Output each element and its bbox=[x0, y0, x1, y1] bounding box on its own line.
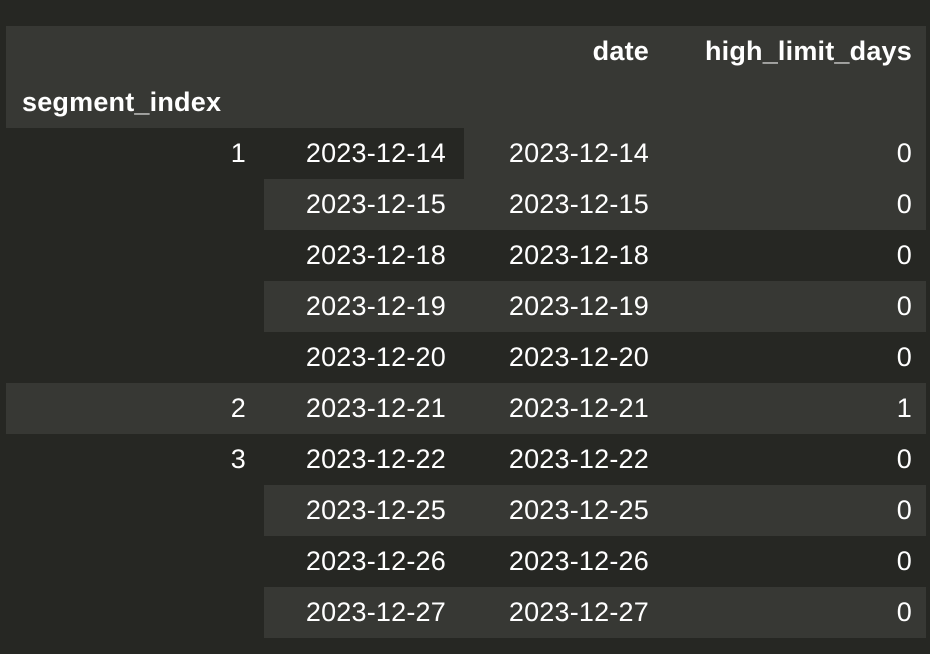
column-header-row: date high_limit_days bbox=[6, 26, 926, 77]
high-limit-days-cell: 0 bbox=[663, 179, 926, 230]
date-index-cell: 2023-12-14 bbox=[305, 138, 446, 168]
high-limit-days-cell: 0 bbox=[663, 128, 926, 179]
date-cell: 2023-12-21 bbox=[464, 383, 663, 434]
index-name-blank-level bbox=[264, 77, 464, 128]
segment-index-cell bbox=[6, 536, 264, 587]
high-limit-days-cell: 0 bbox=[663, 281, 926, 332]
high-limit-days-cell: 0 bbox=[663, 485, 926, 536]
date-cell: 2023-12-22 bbox=[508, 444, 649, 474]
high-limit-days-cell: 0 bbox=[896, 444, 912, 474]
high-limit-days-cell: 0 bbox=[896, 342, 912, 372]
date-cell: 2023-12-18 bbox=[508, 240, 649, 270]
date-index-cell: 2023-12-26 bbox=[305, 546, 446, 576]
index-name-row: segment_index bbox=[6, 77, 926, 128]
segment-index-cell bbox=[6, 332, 264, 383]
date-index-cell: 2023-12-21 bbox=[264, 383, 464, 434]
date-cell: 2023-12-27 bbox=[464, 587, 663, 638]
date-index-cell: 2023-12-18 bbox=[305, 240, 446, 270]
dataframe-table: date high_limit_days segment_index 1 202… bbox=[6, 26, 926, 638]
table-row: 2023-12-19 2023-12-19 0 bbox=[6, 281, 926, 332]
segment-index-cell bbox=[6, 587, 264, 638]
high-limit-days-cell: 0 bbox=[896, 240, 912, 270]
segment-index-cell bbox=[6, 179, 264, 230]
index-name-blank-date bbox=[464, 77, 663, 128]
date-cell: 2023-12-20 bbox=[508, 342, 649, 372]
date-cell: 2023-12-15 bbox=[464, 179, 663, 230]
date-index-cell: 2023-12-25 bbox=[264, 485, 464, 536]
date-cell: 2023-12-14 bbox=[464, 128, 663, 179]
date-cell: 2023-12-26 bbox=[508, 546, 649, 576]
table-row: 2023-12-18 2023-12-18 0 bbox=[6, 230, 926, 281]
table-row: 2023-12-25 2023-12-25 0 bbox=[6, 485, 926, 536]
index-name-blank-hl bbox=[663, 77, 926, 128]
table-row: 2023-12-26 2023-12-26 0 bbox=[6, 536, 926, 587]
date-index-cell: 2023-12-19 bbox=[264, 281, 464, 332]
header-blank-index bbox=[6, 26, 264, 77]
date-index-cell: 2023-12-20 bbox=[305, 342, 446, 372]
segment-index-cell bbox=[6, 281, 264, 332]
segment-index-cell: 2 bbox=[6, 383, 264, 434]
date-cell: 2023-12-19 bbox=[464, 281, 663, 332]
table-row: 2023-12-15 2023-12-15 0 bbox=[6, 179, 926, 230]
segment-index-cell: 1 bbox=[6, 128, 264, 179]
date-index-cell: 2023-12-22 bbox=[305, 444, 446, 474]
column-header-date: date bbox=[464, 26, 663, 77]
segment-index-cell bbox=[6, 485, 264, 536]
segment-index-cell bbox=[6, 230, 264, 281]
segment-index-cell: 3 bbox=[6, 434, 264, 485]
high-limit-days-cell: 0 bbox=[663, 587, 926, 638]
table-row: 3 2023-12-22 2023-12-22 0 bbox=[6, 434, 926, 485]
column-header-high-limit-days: high_limit_days bbox=[663, 26, 926, 77]
date-cell: 2023-12-25 bbox=[464, 485, 663, 536]
table-row: 1 2023-12-14 2023-12-14 0 bbox=[6, 128, 926, 179]
date-index-cell: 2023-12-15 bbox=[264, 179, 464, 230]
high-limit-days-cell: 0 bbox=[896, 546, 912, 576]
header-blank-level bbox=[264, 26, 464, 77]
table-row: 2023-12-20 2023-12-20 0 bbox=[6, 332, 926, 383]
date-index-cell: 2023-12-27 bbox=[264, 587, 464, 638]
table-row: 2023-12-27 2023-12-27 0 bbox=[6, 587, 926, 638]
index-name-header: segment_index bbox=[6, 77, 264, 128]
high-limit-days-cell: 1 bbox=[663, 383, 926, 434]
table-row: 2 2023-12-21 2023-12-21 1 bbox=[6, 383, 926, 434]
